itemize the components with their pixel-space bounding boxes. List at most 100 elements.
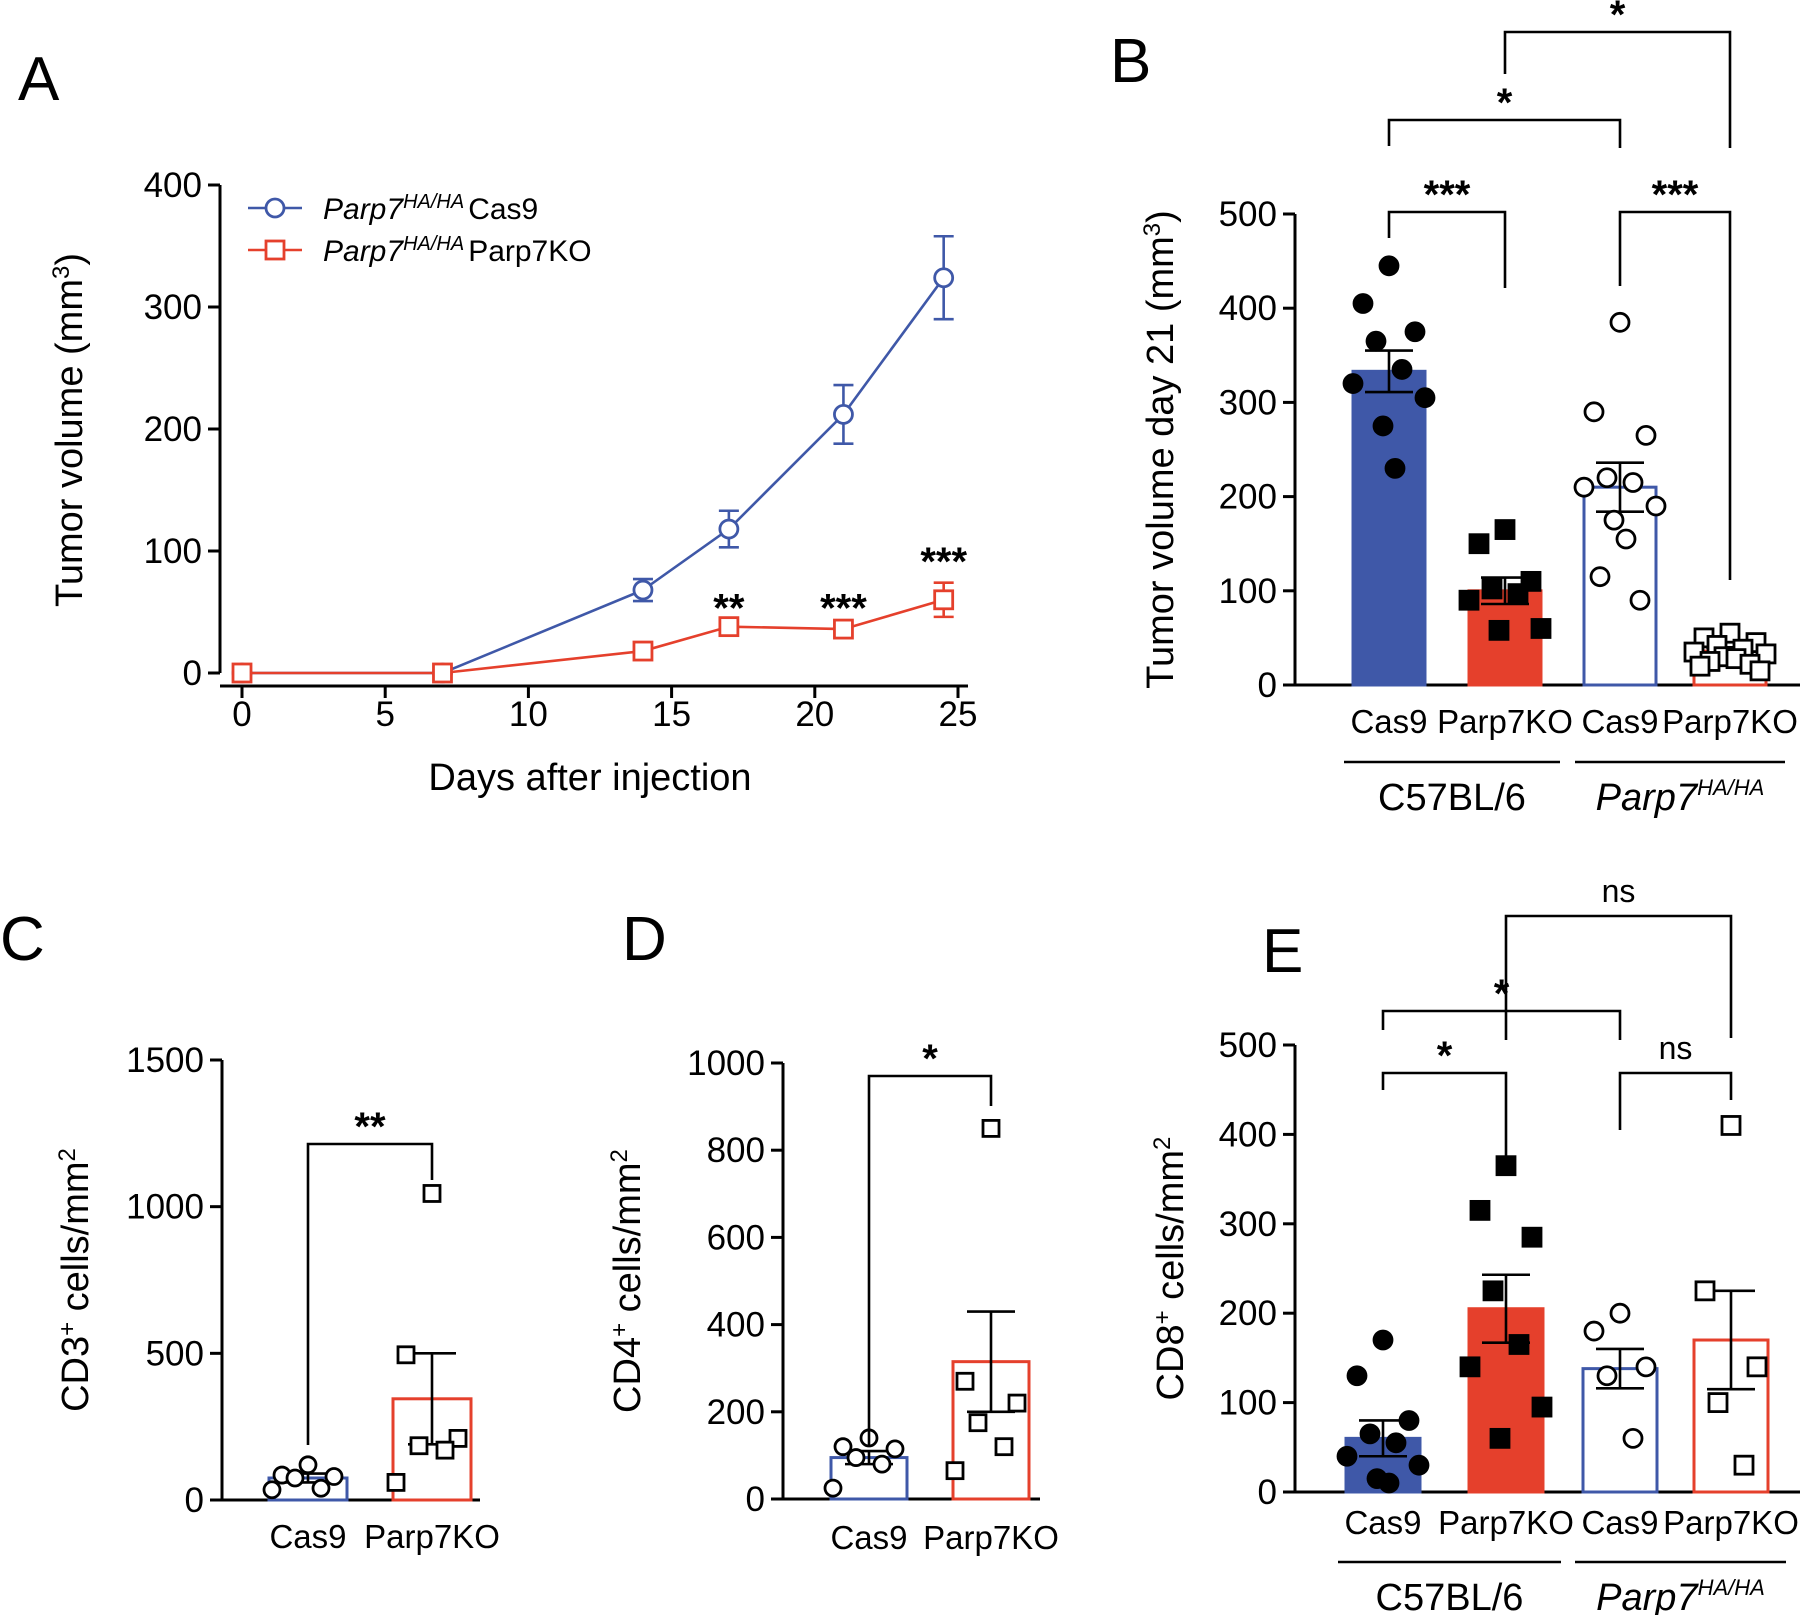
data-point [833,403,854,425]
group-label-main: C57BL/6 [1376,1577,1524,1615]
data-point [1609,311,1631,333]
panel-C-category-label: Parp7KO [364,1518,500,1555]
panel-D-bar-group-1 [945,1119,1031,1501]
panel-B-y-tick-label: 300 [1219,383,1277,422]
data-point [1468,533,1490,555]
data-point [933,589,955,611]
data-point [1385,1432,1407,1454]
panel-C-comparison-bracket [306,1142,434,1445]
data-point [1398,1410,1420,1431]
data-point [933,267,955,289]
panel-B-bar-group-1 [1458,519,1552,687]
panel-B-y-tick-label: 200 [1219,478,1277,517]
panel-D-y-axis-title-part: cells/mm [607,1162,649,1322]
data-point [1645,495,1667,517]
data-point [1635,424,1657,446]
panel-E-category-label: Parp7KO [1438,1504,1574,1541]
panel-B-y-axis-title-part: Tumor volume day 21 (mm [1140,236,1182,689]
data-point [231,662,253,684]
panel-E-y-axis-title-part: 2 [1149,1137,1176,1150]
panel-D-comparison-label: * [922,1037,938,1081]
panel-B: 0 100 200 300 400 500 Tumor volume day 21 (mm3… [1139,0,1800,819]
series-line [242,598,945,675]
panel-B-comparison-bracket [1618,210,1732,580]
panel-B-y-tick-label: 500 [1219,195,1277,234]
panel-E-comparison-bracket [1618,1071,1733,1130]
panel-A-y-tick-label: 100 [144,532,202,571]
data-point [1365,330,1387,352]
panel-B-y-tick-label: 100 [1219,572,1277,611]
panel-E-comparison-label: ns [1659,1030,1693,1066]
data-point [1694,1280,1716,1302]
data-point [1689,655,1711,677]
data-point [1629,589,1651,611]
legend-italic: Parp7 [323,235,404,268]
panel-E-y-tick-label: 100 [1219,1384,1277,1423]
panel-C-y-tick-label: 1000 [126,1188,204,1227]
legend-marker [264,197,286,219]
legend-label: Parp7HA/HA Cas9 [323,191,538,226]
data-point [945,1461,965,1481]
data-point [632,640,654,662]
data-point [1346,1365,1368,1387]
data-point [1336,1445,1358,1467]
bar [391,1397,473,1502]
panel-C-y-axis-title: CD3+ cells/mm2 [54,1148,98,1412]
panel-A-y-axis-title-part: ) [49,253,91,266]
panel-B-comparison-bracket [1387,210,1507,288]
data-point [632,579,654,601]
data-point [1488,619,1510,641]
data-point [1596,467,1618,489]
data-point [1622,1427,1644,1449]
data-point [1494,519,1516,540]
legend-italic: Parp7 [323,193,404,226]
panel-E-y-tick-label: 400 [1219,1115,1277,1154]
data-point [846,1448,866,1467]
data-point [1573,476,1595,498]
data-point [1391,359,1413,380]
panel-C-y-tick-label: 500 [146,1334,204,1373]
panel-B-comparison-bracket [1503,30,1732,148]
data-point [1603,509,1625,531]
panel-E-y-axis-title-part: CD8 [1150,1324,1192,1400]
panel-C-y-tick-label: 0 [185,1481,204,1520]
data-point [1481,578,1503,600]
data-point [1378,1472,1400,1494]
panel-B-y-tick-label: 400 [1219,289,1277,328]
panel-C-y-axis-title-part: + [54,1322,81,1336]
panel-letter-D: D [622,905,667,974]
panel-A-y-tick-label: 200 [144,410,202,449]
data-point [1622,472,1644,493]
panel-C-bar-group-1 [386,1184,473,1502]
panel-D: 0 200 400 600 800 1000 CD4+ cells/mm2 Cas9 Parp7… [606,1037,1059,1556]
panel-D-y-tick-label: 0 [746,1480,765,1519]
panel-E-y-tick-label: 200 [1219,1294,1277,1333]
panel-E-y-axis-title-part: + [1149,1310,1176,1324]
data-point [1414,387,1436,409]
data-point [1583,401,1605,423]
legend-plain: Parp7KO [468,235,591,268]
panel-letter-C: C [0,905,45,974]
data-point [1635,1356,1657,1378]
panel-C-y-tick-label: 1500 [126,1041,204,1080]
data-point [872,1454,892,1474]
panel-C-y-axis-title-part: cells/mm [55,1161,97,1321]
data-point [262,1480,282,1500]
group-label-sup: HA/HA [1698,1575,1765,1600]
data-point [1749,660,1771,682]
legend-label: Parp7HA/HA Parp7KO [323,233,592,268]
legend-marker [264,239,286,261]
panel-E-group-label: Parp7HA/HA [1596,1575,1765,1615]
panel-B-comparison-label: * [1497,81,1513,125]
data-point [981,1119,1001,1138]
panel-B-y-axis-title-part: 3 [1139,223,1166,236]
panel-E-y-tick-label: 0 [1258,1473,1277,1512]
group-label-main: Parp7 [1596,1577,1699,1615]
panel-E-comparison-bracket [1381,1009,1622,1040]
data-point [1404,321,1426,343]
data-point [1733,1454,1755,1476]
panel-B-category-label: Parp7KO [1437,703,1573,740]
data-point [422,1184,442,1203]
data-point [324,1467,344,1486]
